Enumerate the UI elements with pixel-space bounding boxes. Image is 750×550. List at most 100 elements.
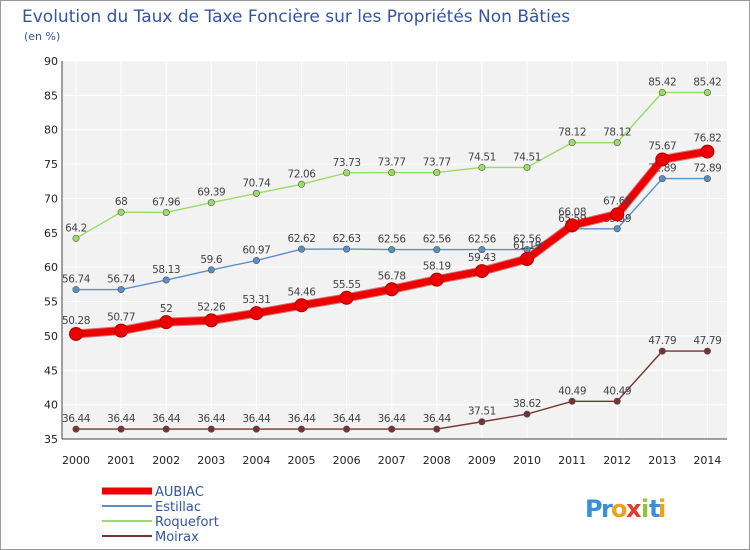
- x-tick-label: 2011: [558, 454, 586, 467]
- data-point: [568, 139, 576, 147]
- data-label: 54.46: [287, 286, 316, 298]
- data-label: 62.56: [378, 234, 407, 246]
- logo-letter: r: [601, 495, 613, 523]
- data-label: 62.63: [333, 233, 361, 245]
- data-point: [252, 257, 260, 265]
- data-label: 67.96: [152, 196, 181, 208]
- data-label: 40.49: [603, 385, 631, 397]
- data-point: [703, 88, 711, 96]
- data-point: [613, 397, 621, 405]
- data-point: [658, 175, 666, 183]
- data-point: [388, 425, 396, 433]
- data-label: 78.12: [603, 127, 631, 139]
- data-point: [478, 163, 486, 171]
- data-point: [568, 397, 576, 405]
- data-label: 60.97: [242, 245, 270, 257]
- logo-letter: o: [611, 495, 628, 523]
- y-tick-label: 90: [44, 55, 58, 68]
- data-point: [207, 425, 215, 433]
- data-label: 36.44: [242, 413, 271, 425]
- data-label: 59.43: [468, 252, 496, 264]
- y-tick-label: 35: [44, 433, 58, 446]
- data-label: 52.26: [197, 301, 226, 313]
- data-label: 72.06: [287, 168, 316, 180]
- data-point: [610, 207, 625, 222]
- legend-label: Moirax: [155, 530, 199, 545]
- y-tick-label: 55: [44, 296, 58, 309]
- data-point: [700, 144, 715, 159]
- y-tick-label: 45: [44, 364, 58, 377]
- series-roquefort: 64.2 68 67.96 69.39 70.74 72.06 73.73 73.77 73.7…: [65, 76, 722, 242]
- data-label: 78.12: [558, 127, 586, 139]
- data-label: 52: [160, 303, 173, 315]
- data-point: [162, 208, 170, 216]
- x-tick-label: 2013: [648, 454, 676, 467]
- legend-label: Roquefort: [155, 515, 219, 530]
- data-point: [565, 218, 580, 233]
- x-tick-label: 2012: [603, 454, 631, 467]
- data-label: 69.39: [197, 187, 225, 199]
- y-tick-label: 80: [44, 124, 58, 137]
- data-point: [429, 272, 444, 287]
- data-label: 36.44: [197, 413, 226, 425]
- data-point: [433, 425, 441, 433]
- legend-label: Estillac: [155, 500, 201, 515]
- data-label: 73.73: [333, 157, 361, 169]
- data-label: 75.67: [648, 140, 676, 152]
- x-tick-label: 2000: [62, 454, 90, 467]
- data-point: [343, 169, 351, 177]
- data-label: 61.19: [513, 240, 541, 252]
- data-label: 59.6: [200, 254, 222, 266]
- data-point: [204, 313, 219, 328]
- data-point: [343, 425, 351, 433]
- data-point: [433, 169, 441, 177]
- data-label: 36.44: [152, 413, 181, 425]
- data-point: [339, 290, 354, 305]
- data-point: [249, 306, 264, 321]
- data-point: [207, 266, 215, 274]
- data-point: [297, 245, 305, 253]
- x-tick-label: 2007: [378, 454, 406, 467]
- data-label: 56.74: [62, 274, 91, 286]
- data-label: 76.82: [693, 133, 721, 145]
- data-point: [613, 225, 621, 233]
- series-moirax: 36.44 36.44 36.44 36.44 36.44 36.44 36.44 36.44…: [62, 335, 722, 433]
- data-label: 36.44: [107, 413, 136, 425]
- data-label: 36.44: [423, 413, 452, 425]
- data-label: 58.19: [423, 261, 451, 273]
- data-label: 64.2: [65, 222, 87, 234]
- series-aubiac: 50.28 50.77 52 52.26 53.31 54.46 55.55 56.78 58.…: [62, 133, 722, 341]
- data-point: [117, 286, 125, 294]
- data-point: [117, 425, 125, 433]
- y-tick-label: 75: [44, 158, 58, 171]
- data-label: 62.62: [287, 233, 315, 245]
- y-tick-label: 85: [44, 89, 58, 102]
- data-label: 50.28: [62, 315, 90, 327]
- data-label: 72.89: [693, 163, 721, 175]
- data-label: 37.51: [468, 406, 496, 418]
- logo-letter: i: [658, 495, 666, 523]
- data-point: [162, 276, 170, 284]
- data-point: [252, 425, 260, 433]
- logo-letter: i: [641, 495, 649, 523]
- data-point: [384, 282, 399, 297]
- data-point: [703, 175, 711, 183]
- x-tick-label: 2014: [693, 454, 721, 467]
- data-point: [478, 246, 486, 254]
- plot-area: 35 40 45 50 55 60 65 70 75 80 85 90 2000 2001 2002 2003…: [44, 55, 727, 467]
- data-label: 62.56: [468, 234, 497, 246]
- chart-subtitle: (en %): [24, 30, 60, 43]
- x-tick-label: 2002: [152, 454, 180, 467]
- data-point: [252, 189, 260, 197]
- data-label: 85.42: [648, 76, 676, 88]
- data-point: [162, 425, 170, 433]
- data-point: [69, 326, 83, 341]
- x-tick-label: 2006: [333, 454, 361, 467]
- logo-letter: x: [626, 495, 642, 523]
- data-label: 53.31: [242, 294, 270, 306]
- data-label: 62.56: [513, 234, 542, 246]
- data-label: 55.55: [333, 279, 361, 291]
- data-point: [613, 139, 621, 147]
